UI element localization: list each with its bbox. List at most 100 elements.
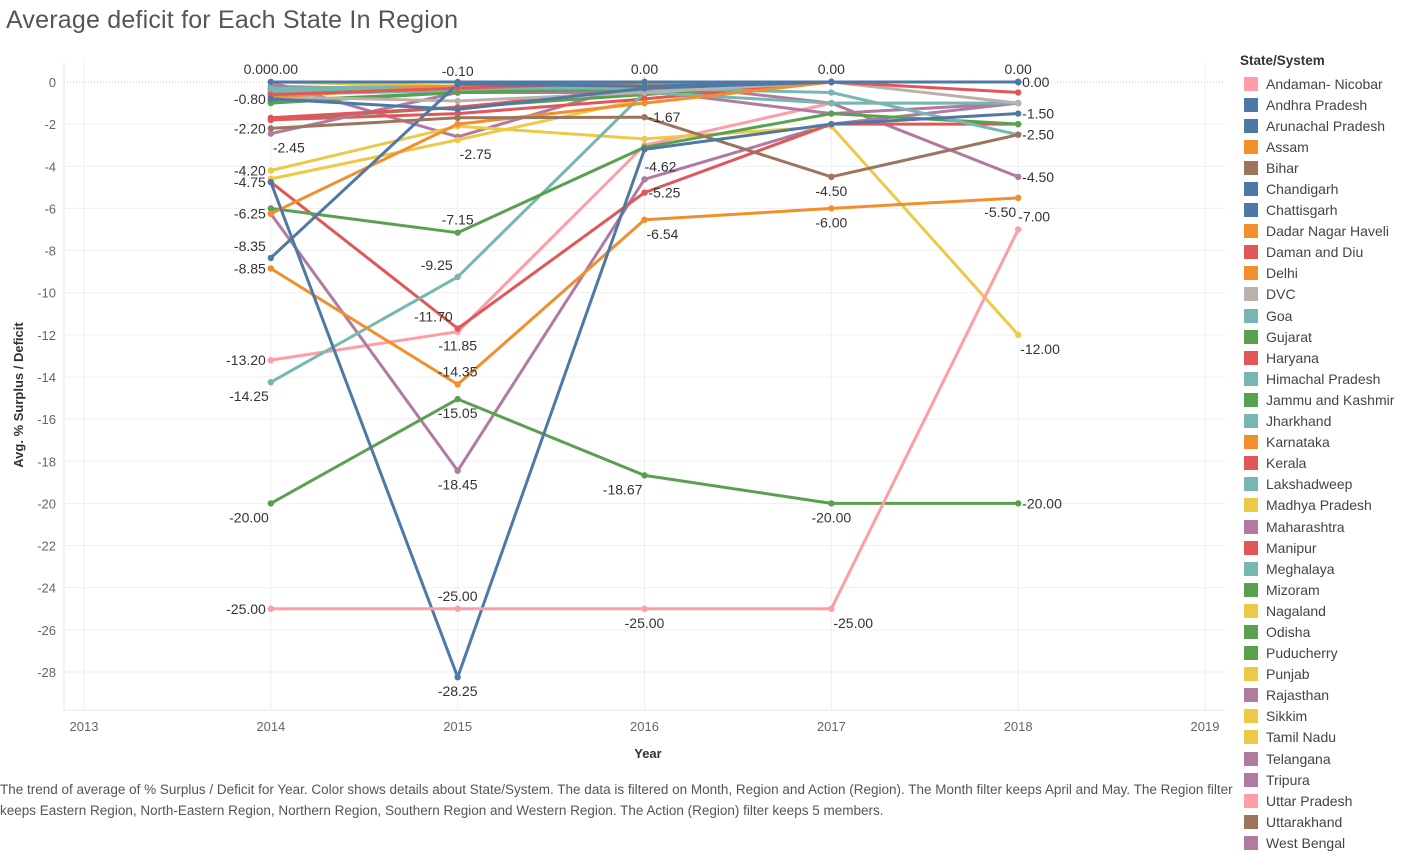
data-point[interactable] — [641, 113, 648, 121]
legend-item[interactable]: Uttar Pradesh — [1240, 790, 1411, 811]
data-point[interactable] — [267, 265, 275, 272]
data-point[interactable] — [454, 381, 461, 388]
legend-item[interactable]: Haryana — [1240, 347, 1411, 368]
data-point[interactable] — [1014, 99, 1022, 107]
data-point[interactable] — [454, 273, 461, 281]
data-point[interactable] — [454, 229, 461, 236]
data-point[interactable] — [267, 95, 275, 103]
data-point[interactable] — [1014, 173, 1022, 181]
legend-label: Andhra Pradesh — [1266, 96, 1368, 113]
data-point[interactable] — [454, 605, 461, 612]
legend-item[interactable]: Madhya Pradesh — [1240, 495, 1411, 516]
data-point[interactable] — [454, 136, 461, 144]
data-point[interactable] — [267, 356, 275, 364]
data-point[interactable] — [1014, 500, 1022, 507]
legend-item[interactable]: Puducherry — [1240, 643, 1411, 664]
legend-item[interactable]: Goa — [1240, 305, 1411, 326]
data-point[interactable] — [454, 674, 461, 681]
data-point[interactable] — [454, 325, 461, 332]
data-point[interactable] — [641, 189, 648, 196]
data-point[interactable] — [828, 99, 835, 107]
legend-item[interactable]: Arunachal Pradesh — [1240, 115, 1411, 136]
legend-item[interactable]: Karnataka — [1240, 432, 1411, 453]
data-point[interactable] — [267, 78, 275, 86]
data-point[interactable] — [454, 78, 461, 86]
data-point[interactable] — [267, 130, 275, 137]
data-point[interactable] — [828, 120, 835, 128]
legend-label: Odisha — [1266, 623, 1311, 640]
legend-item[interactable]: Meghalaya — [1240, 558, 1411, 579]
data-point[interactable] — [828, 500, 835, 507]
data-point[interactable] — [1014, 226, 1022, 233]
legend-item[interactable]: Gujarat — [1240, 326, 1411, 347]
data-point[interactable] — [641, 78, 648, 86]
data-point[interactable] — [828, 205, 835, 212]
data-point[interactable] — [1014, 120, 1022, 128]
legend-item[interactable]: Mizoram — [1240, 579, 1411, 600]
legend-item[interactable]: Telangana — [1240, 748, 1411, 769]
data-point[interactable] — [828, 605, 835, 612]
data-point[interactable] — [267, 125, 275, 132]
legend-item[interactable]: Kerala — [1240, 453, 1411, 474]
data-point[interactable] — [267, 210, 275, 217]
data-point[interactable] — [1014, 194, 1022, 202]
legend-item[interactable]: Dadar Nagar Haveli — [1240, 221, 1411, 242]
legend-item[interactable]: DVC — [1240, 284, 1411, 305]
legend-item[interactable]: Assam — [1240, 136, 1411, 157]
legend-item[interactable]: Chattisgarh — [1240, 200, 1411, 221]
legend-item[interactable]: Andhra Pradesh — [1240, 94, 1411, 115]
data-point[interactable] — [267, 379, 275, 386]
data-point[interactable] — [267, 500, 275, 507]
data-point[interactable] — [828, 78, 835, 86]
data-point[interactable] — [1014, 78, 1022, 86]
data-point[interactable] — [1014, 131, 1022, 138]
legend-item[interactable]: Daman and Diu — [1240, 242, 1411, 263]
data-point[interactable] — [454, 114, 461, 122]
legend-item[interactable]: Rajasthan — [1240, 685, 1411, 706]
data-point[interactable] — [454, 467, 461, 474]
data-point[interactable] — [454, 120, 461, 128]
legend-item[interactable]: Lakshadweep — [1240, 474, 1411, 495]
legend-item[interactable]: Nagaland — [1240, 600, 1411, 621]
data-point[interactable] — [641, 85, 648, 92]
legend-item[interactable]: Odisha — [1240, 621, 1411, 642]
data-point[interactable] — [267, 254, 275, 262]
data-point[interactable] — [641, 605, 648, 612]
legend-item[interactable]: Manipur — [1240, 537, 1411, 558]
legend-item[interactable]: Tripura — [1240, 769, 1411, 790]
legend-item[interactable]: Andaman- Nicobar — [1240, 73, 1411, 94]
data-point[interactable] — [828, 173, 835, 181]
legend-item[interactable]: Chandigarh — [1240, 178, 1411, 199]
legend-item[interactable]: Delhi — [1240, 263, 1411, 284]
data-point[interactable] — [641, 176, 648, 183]
legend-item[interactable]: Sikkim — [1240, 706, 1411, 727]
legend-item[interactable]: Jharkhand — [1240, 411, 1411, 432]
data-point[interactable] — [267, 205, 275, 212]
legend-item[interactable]: Himachal Pradesh — [1240, 368, 1411, 389]
data-point[interactable] — [454, 97, 461, 105]
data-point[interactable] — [267, 178, 275, 186]
data-point[interactable] — [1014, 331, 1022, 339]
legend-item[interactable]: Uttarakhand — [1240, 811, 1411, 832]
data-point[interactable] — [267, 114, 275, 122]
legend-item[interactable]: Jammu and Kashmir — [1240, 389, 1411, 410]
data-point[interactable] — [641, 135, 648, 143]
data-point[interactable] — [641, 99, 648, 107]
data-point[interactable] — [267, 167, 275, 174]
data-point[interactable] — [267, 605, 275, 612]
data-point[interactable] — [641, 146, 648, 153]
legend-item[interactable]: Maharashtra — [1240, 516, 1411, 537]
legend-item[interactable]: Punjab — [1240, 664, 1411, 685]
data-point[interactable] — [641, 472, 648, 479]
y-tick-label: -18 — [37, 454, 56, 469]
data-point[interactable] — [454, 395, 461, 403]
data-point[interactable] — [828, 110, 835, 117]
data-point[interactable] — [641, 216, 648, 223]
data-point[interactable] — [1014, 89, 1022, 96]
legend-item[interactable]: Tamil Nadu — [1240, 727, 1411, 748]
data-point[interactable] — [828, 89, 835, 96]
data-point[interactable] — [454, 106, 461, 113]
legend-item[interactable]: West Bengal — [1240, 832, 1411, 853]
legend-item[interactable]: Bihar — [1240, 157, 1411, 178]
data-point[interactable] — [1014, 110, 1022, 117]
